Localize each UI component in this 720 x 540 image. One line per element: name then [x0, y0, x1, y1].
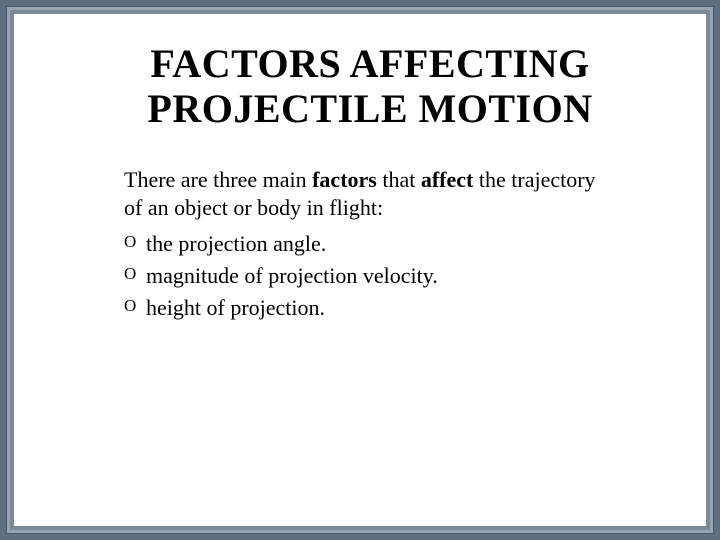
intro-bold-affect: affect — [421, 167, 474, 192]
title-line-1: FACTORS AFFECTING — [150, 41, 589, 86]
outer-frame: FACTORS AFFECTING PROJECTILE MOTION Ther… — [0, 0, 720, 540]
bullet-list: the projection angle. magnitude of proje… — [124, 228, 616, 324]
list-item: height of projection. — [124, 292, 616, 324]
list-item: the projection angle. — [124, 228, 616, 260]
intro-mid: that — [377, 167, 421, 192]
inner-frame: FACTORS AFFECTING PROJECTILE MOTION Ther… — [10, 10, 710, 530]
list-item: magnitude of projection velocity. — [124, 260, 616, 292]
slide-title: FACTORS AFFECTING PROJECTILE MOTION — [124, 42, 616, 132]
mid-frame: FACTORS AFFECTING PROJECTILE MOTION Ther… — [6, 6, 714, 534]
title-line-2: PROJECTILE MOTION — [147, 86, 592, 131]
intro-paragraph: There are three main factors that affect… — [124, 166, 616, 222]
intro-prefix: There are three main — [124, 167, 312, 192]
intro-bold-factors: factors — [312, 167, 377, 192]
slide-body: FACTORS AFFECTING PROJECTILE MOTION Ther… — [14, 14, 706, 526]
